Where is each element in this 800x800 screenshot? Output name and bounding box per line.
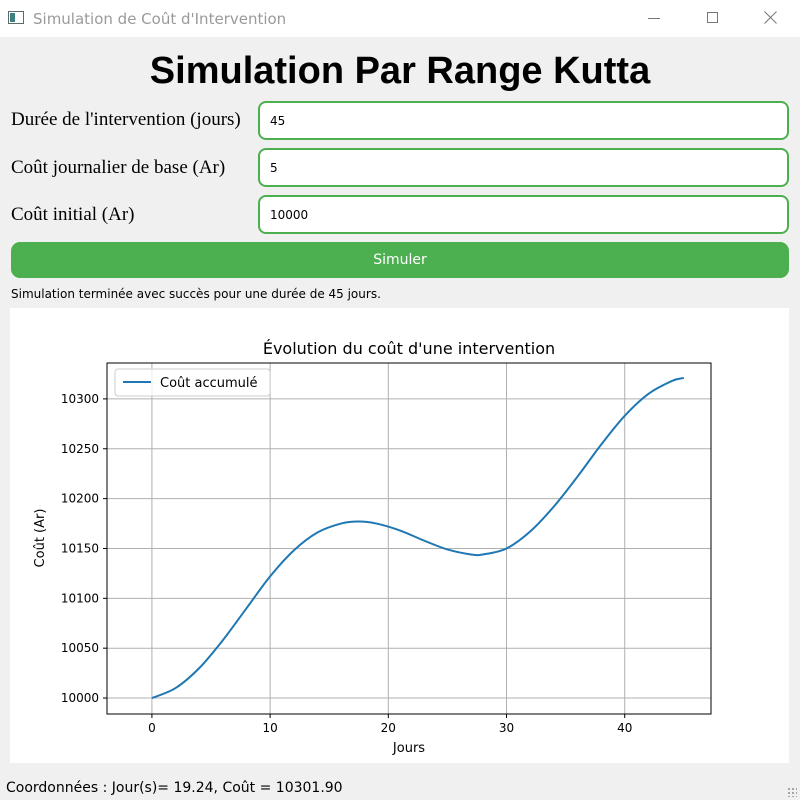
chart-svg[interactable]: 0 10 20 30 40 10000 10050 10100 10150 10200 10250 1… <box>10 308 789 763</box>
legend-box <box>114 368 271 397</box>
y-tick-label: 10050 <box>61 641 99 655</box>
resize-grip-icon[interactable] <box>787 787 797 797</box>
simulate-button[interactable]: Simuler <box>11 242 789 278</box>
x-tick-label: 10 <box>262 721 277 735</box>
app-icon <box>8 11 24 24</box>
daily-cost-input[interactable] <box>258 148 789 187</box>
window-title: Simulation de Coût d'Intervention <box>33 10 287 28</box>
page-title: Simulation Par Range Kutta <box>149 50 651 92</box>
legend-label: Coût accumulé <box>160 376 258 391</box>
chart-title: Évolution du coût d'une intervention <box>263 339 555 358</box>
y-tick-label: 10150 <box>61 541 99 555</box>
close-icon <box>764 11 777 24</box>
maximize-icon <box>707 12 718 23</box>
x-tick-label: 30 <box>499 721 514 735</box>
coordinates-readout: Coordonnées : Jour(s)= 19.24, Coût = 103… <box>6 780 343 796</box>
x-tick-label: 40 <box>617 721 632 735</box>
x-axis-label: Jours <box>392 741 425 756</box>
minimize-button[interactable] <box>626 0 684 37</box>
series-line-cout-accumule <box>151 376 685 699</box>
status-message: Simulation terminée avec succès pour une… <box>11 287 381 301</box>
chart-canvas[interactable]: 0 10 20 30 40 10000 10050 10100 10150 10200 10250 1… <box>10 308 789 763</box>
initial-cost-label: Coût initial (Ar) <box>11 204 135 225</box>
y-tick-label: 10100 <box>61 591 99 605</box>
y-tick-label: 10250 <box>61 442 99 456</box>
maximize-button[interactable] <box>684 0 742 37</box>
legend: Coût accumulé <box>114 368 271 397</box>
y-tick-label: 10000 <box>61 691 99 705</box>
duration-input[interactable] <box>258 101 789 140</box>
x-tick-label: 0 <box>148 721 156 735</box>
y-tick-label: 10200 <box>61 492 99 506</box>
y-axis-label: Coût (Ar) <box>33 509 48 568</box>
close-button[interactable] <box>742 0 800 37</box>
initial-cost-input[interactable] <box>258 195 789 234</box>
daily-cost-label: Coût journalier de base (Ar) <box>11 157 226 178</box>
window-titlebar: Simulation de Coût d'Intervention <box>0 0 800 37</box>
duration-label: Durée de l'intervention (jours) <box>11 109 241 130</box>
y-tick-label: 10300 <box>61 392 99 406</box>
minimize-icon <box>648 18 660 19</box>
plot-frame <box>106 362 712 715</box>
x-tick-label: 20 <box>381 721 396 735</box>
